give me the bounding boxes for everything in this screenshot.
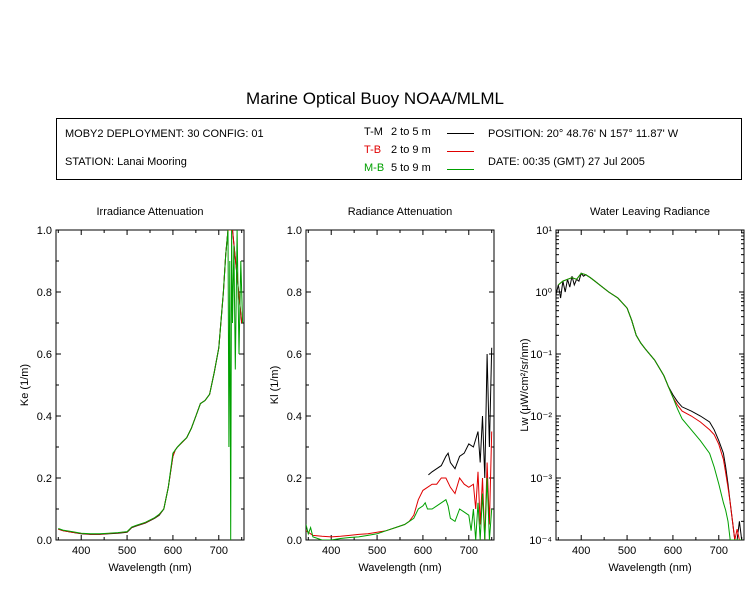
y-tick-label: 10⁰ bbox=[535, 287, 552, 299]
x-tick-label: 500 bbox=[118, 545, 136, 557]
y-axis-label: Lw (μW/cm²/sr/nm) bbox=[519, 338, 531, 431]
x-axis-label: Wavelength (nm) bbox=[108, 562, 191, 574]
x-axis-label: Wavelength (nm) bbox=[608, 562, 691, 574]
series-line-m-b bbox=[58, 230, 244, 540]
y-tick-label: 0.8 bbox=[37, 287, 52, 299]
legend-range-m-b: 5 to 9 m bbox=[391, 162, 431, 174]
y-tick-label: 10⁻² bbox=[530, 411, 552, 423]
station-text: STATION: Lanai Mooring bbox=[65, 156, 187, 168]
info-box: MOBY2 DEPLOYMENT: 30 CONFIG: 01 STATION:… bbox=[56, 118, 742, 180]
plot-frame bbox=[555, 229, 745, 541]
series-line-m-b bbox=[306, 477, 493, 540]
y-tick-label: 10¹ bbox=[536, 225, 552, 237]
x-tick-label: 500 bbox=[618, 545, 636, 557]
y-tick-label: 0.2 bbox=[37, 473, 52, 485]
y-tick-label: 0.0 bbox=[37, 535, 52, 547]
y-tick-label: 10⁻¹ bbox=[530, 349, 552, 361]
y-tick-label: 1.0 bbox=[37, 225, 52, 237]
date-text: DATE: 00:35 (GMT) 27 Jul 2005 bbox=[488, 156, 645, 168]
plot-frame bbox=[55, 229, 245, 541]
x-tick-label: 700 bbox=[460, 545, 478, 557]
legend-code-t-b: T-B bbox=[364, 144, 382, 156]
legend-range-t-m: 2 to 5 m bbox=[391, 126, 431, 138]
plot-frame bbox=[305, 229, 495, 541]
y-tick-label: 0.8 bbox=[287, 287, 302, 299]
legend-line-t-b bbox=[447, 151, 474, 152]
legend-code-m-b: M-B bbox=[364, 162, 385, 174]
chart-title: Irradiance Attenuation bbox=[96, 206, 203, 218]
x-tick-label: 600 bbox=[664, 545, 682, 557]
deployment-text: MOBY2 DEPLOYMENT: 30 CONFIG: 01 bbox=[65, 128, 264, 140]
x-tick-label: 600 bbox=[414, 545, 432, 557]
x-tick-label: 500 bbox=[368, 545, 386, 557]
chart-title: Radiance Attenuation bbox=[348, 206, 453, 218]
y-tick-label: 0.0 bbox=[287, 535, 302, 547]
y-axis-label: Kl (1/m) bbox=[269, 366, 281, 405]
series-line-t-b bbox=[306, 431, 493, 540]
main-title: Marine Optical Buoy NOAA/MLML bbox=[246, 89, 504, 108]
series-line-t-m bbox=[556, 272, 743, 540]
y-tick-label: 0.4 bbox=[287, 411, 302, 423]
x-tick-label: 700 bbox=[210, 545, 228, 557]
x-tick-label: 700 bbox=[710, 545, 728, 557]
series-line-t-b bbox=[58, 230, 243, 535]
legend-range-t-b: 2 to 9 m bbox=[391, 144, 431, 156]
y-tick-label: 0.2 bbox=[287, 473, 302, 485]
series-line-m-b bbox=[557, 272, 742, 540]
y-tick-label: 10⁻⁴ bbox=[529, 535, 552, 547]
series-line-t-b bbox=[557, 272, 742, 540]
y-axis-label: Ke (1/m) bbox=[19, 364, 31, 406]
series-line-t-m bbox=[58, 230, 243, 535]
x-tick-label: 400 bbox=[72, 545, 90, 557]
x-tick-label: 400 bbox=[572, 545, 590, 557]
y-tick-label: 1.0 bbox=[287, 225, 302, 237]
y-tick-label: 0.4 bbox=[37, 411, 52, 423]
chart-title: Water Leaving Radiance bbox=[590, 206, 710, 218]
legend-line-t-m bbox=[447, 133, 474, 134]
y-tick-label: 10⁻³ bbox=[530, 473, 552, 485]
series-line-t-m bbox=[428, 347, 493, 479]
x-tick-label: 400 bbox=[322, 545, 340, 557]
position-text: POSITION: 20° 48.76' N 157° 11.87' W bbox=[488, 128, 679, 140]
y-tick-label: 0.6 bbox=[287, 349, 302, 361]
x-tick-label: 600 bbox=[164, 545, 182, 557]
y-tick-label: 0.6 bbox=[37, 349, 52, 361]
legend-line-m-b bbox=[447, 169, 474, 170]
x-axis-label: Wavelength (nm) bbox=[358, 562, 441, 574]
legend-code-t-m: T-M bbox=[364, 126, 383, 138]
